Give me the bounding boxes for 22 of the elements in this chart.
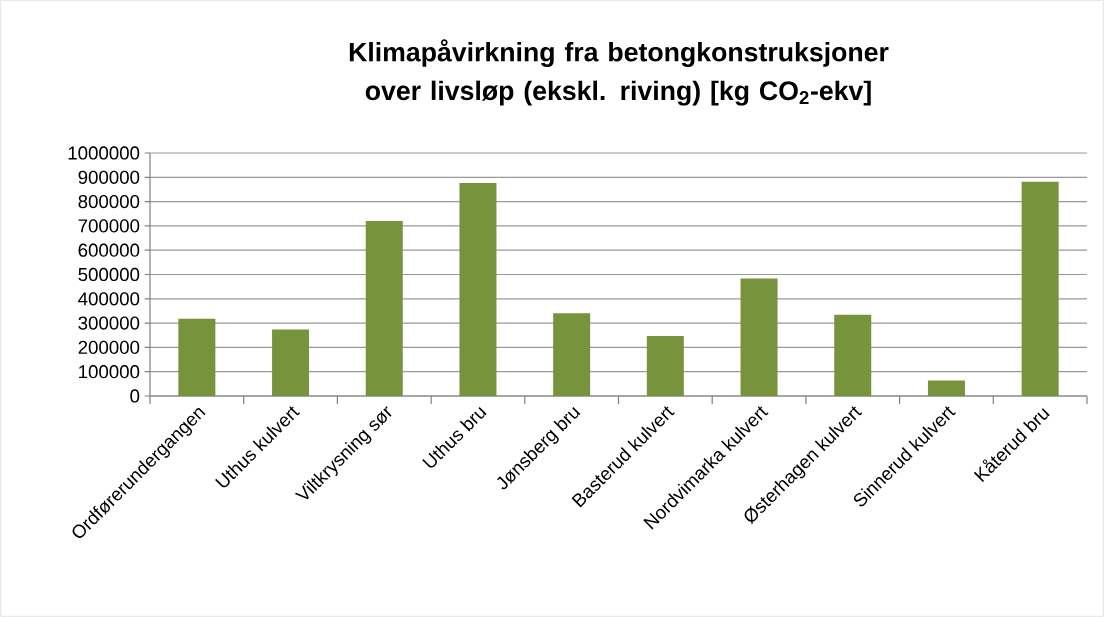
y-tick-label: 900000 — [78, 170, 140, 184]
bar — [365, 221, 403, 396]
y-tick-label: 800000 — [78, 194, 140, 209]
bar — [272, 329, 310, 396]
y-tick-label: 1000000 — [68, 146, 140, 160]
bar — [740, 278, 778, 396]
bar — [927, 380, 965, 396]
bar — [646, 335, 684, 396]
y-tick-label: 100000 — [79, 365, 140, 379]
bar — [178, 318, 216, 396]
bar — [1021, 181, 1059, 396]
chart-title: Klimapåvirkning fra betongkonstruksjoner over livsløp (ekskl. riving) [kg CO$_{2}$-ekv] — [349, 39, 889, 106]
bar — [553, 313, 591, 396]
y-tick-label: 500000 — [78, 267, 140, 282]
y-tick-label: 400000 — [78, 292, 140, 306]
y-tick-label: 300000 — [78, 316, 140, 330]
y-tick-label: 0 — [130, 389, 140, 403]
bar — [834, 314, 872, 396]
y-tick-label: 200000 — [78, 340, 140, 354]
y-tick-label: 600000 — [78, 243, 140, 257]
y-tick-label: 700000 — [78, 219, 140, 233]
bar — [459, 182, 497, 396]
